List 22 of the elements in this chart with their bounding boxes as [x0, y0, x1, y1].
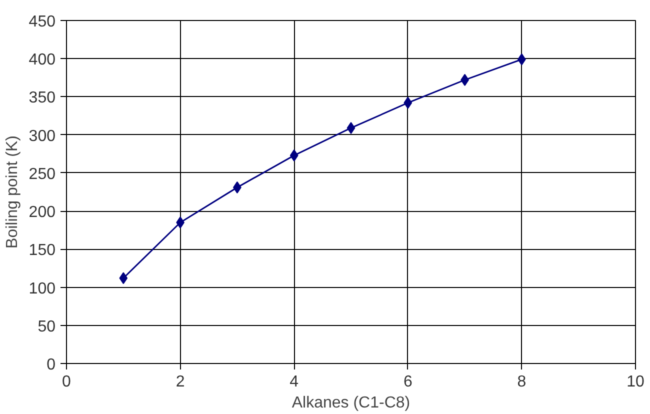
x-tick-label: 10	[626, 374, 644, 390]
y-tick-label: 400	[28, 52, 56, 69]
y-tick-label: 150	[28, 242, 56, 260]
y-tick-label: 250	[28, 166, 56, 183]
y-tick-label: 200	[28, 204, 56, 222]
point	[346, 122, 356, 134]
y-tick-label: 300	[28, 128, 56, 145]
y-tick-label: 50	[38, 318, 56, 336]
x-tick-label: 4	[290, 374, 299, 390]
point	[290, 149, 298, 162]
x-tick-label: 6	[403, 374, 412, 390]
y-tick-label: 450	[28, 14, 56, 30]
y-tick-label: 100	[28, 280, 56, 298]
point	[404, 96, 412, 109]
x-tick-label: 0	[62, 374, 72, 390]
x-axis-title: Alkanes (C1-C8)	[292, 394, 410, 412]
y-tick-label: 350	[28, 90, 56, 107]
x-tick-label: 8	[517, 374, 526, 390]
y-axis-title: Boiling point (K)	[4, 136, 21, 248]
point	[119, 272, 128, 284]
x-tick-label: 2	[176, 374, 185, 390]
y-tick-label: 0	[46, 356, 56, 374]
